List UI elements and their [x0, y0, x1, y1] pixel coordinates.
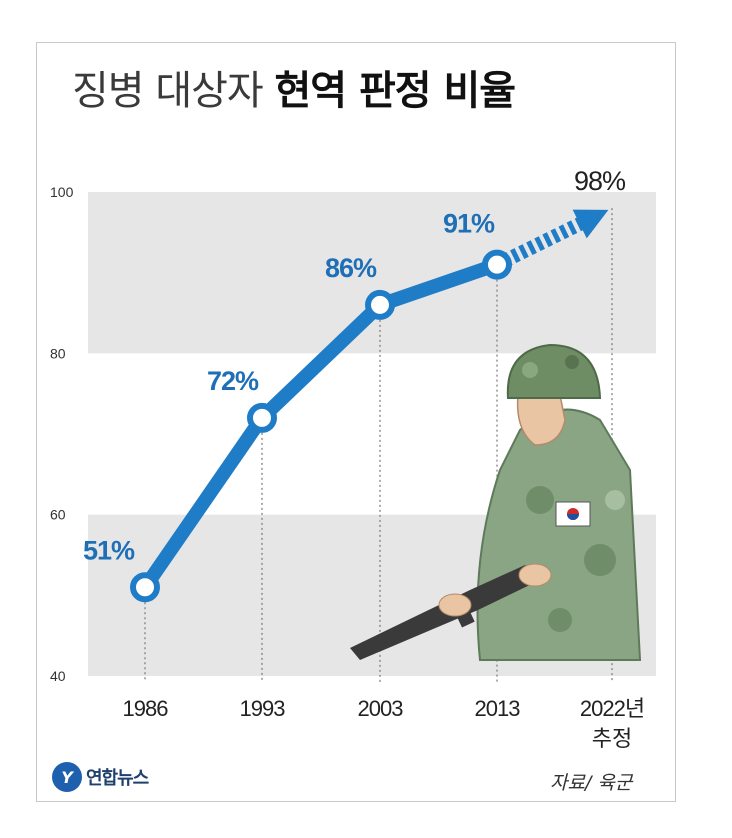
data-label: 72% [207, 366, 259, 396]
x-tick-label: 1986 [123, 696, 169, 721]
data-point [482, 249, 512, 280]
yonhap-logo-icon: Y [52, 762, 82, 792]
chart-title: 징병 대상자 현역 판정 비율 [72, 58, 516, 116]
title-part2: 현역 판정 비율 [274, 68, 516, 114]
x-tick-label: 2022년 [580, 696, 644, 721]
data-label: 51% [83, 535, 135, 565]
x-tick-label: 2013 [475, 696, 521, 721]
y-tick-label: 100 [50, 184, 74, 200]
x-tick-label: 2003 [358, 696, 404, 721]
y-tick-label: 60 [50, 507, 66, 523]
source-note: 자료/ 육군 [550, 772, 633, 794]
publisher-logo: Y 연합뉴스 [52, 762, 149, 792]
data-label: 98% [574, 166, 626, 196]
series-line-solid [138, 257, 504, 595]
y-axis: 40 60 80 100 [50, 184, 74, 684]
data-point [130, 572, 160, 603]
data-label: 91% [443, 209, 495, 239]
soldier-illustration-icon [350, 343, 642, 661]
logo-text: 연합뉴스 [86, 768, 149, 789]
y-tick-label: 40 [50, 668, 66, 684]
data-point [247, 402, 277, 433]
title-part1: 징병 대상자 [72, 68, 264, 114]
x-tick-sublabel: 추정 [592, 727, 632, 752]
data-labels: 51% 72% 86% 91% 98% [83, 166, 627, 565]
series-line-estimate [493, 213, 592, 271]
data-points [130, 249, 512, 603]
grid-band [88, 192, 656, 354]
x-tick-label: 1993 [240, 696, 286, 721]
y-tick-label: 80 [50, 345, 66, 361]
series-line [138, 209, 609, 595]
data-label: 86% [325, 253, 377, 283]
estimate-arrowhead [572, 209, 609, 239]
data-point [365, 289, 395, 320]
